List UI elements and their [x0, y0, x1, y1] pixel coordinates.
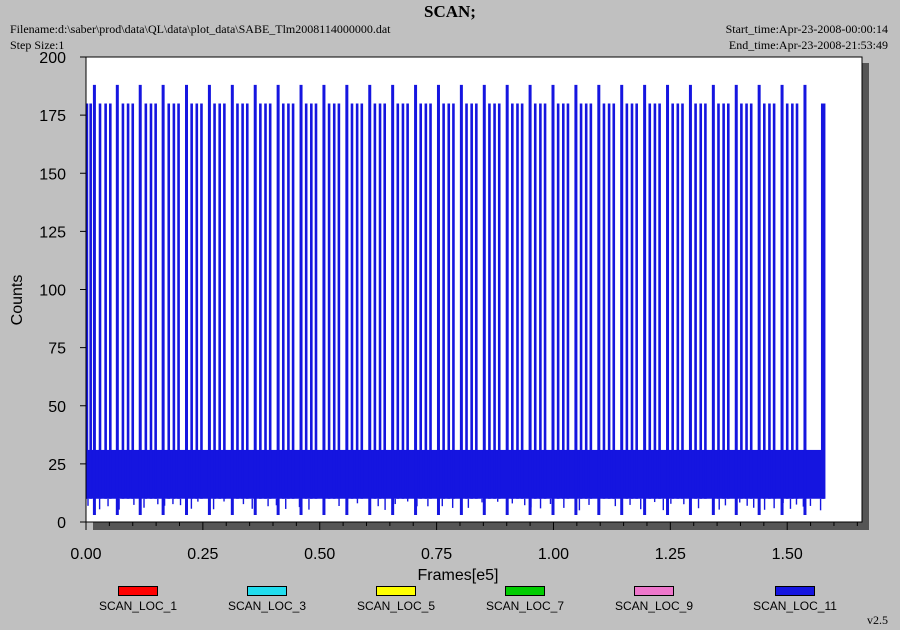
y-tick-label: 100 [39, 283, 66, 300]
axis-layer: 0 25 50 75 100 125 150 175 200 0.00 0.25 0.50 0.75 1.… [39, 50, 862, 563]
filename-label: Filename:d:\saber\prod\data\QL\data\plot… [10, 22, 391, 36]
version-label: v2.5 [867, 613, 888, 627]
x-tick-label: 1.50 [772, 546, 803, 563]
y-tick-label: 125 [39, 224, 66, 241]
x-tick-label: 0.50 [304, 546, 335, 563]
y-tick-label: 175 [39, 108, 66, 125]
legend-swatch [376, 586, 416, 596]
x-tick-label: 0.00 [70, 546, 101, 563]
legend-label: SCAN_LOC_9 [614, 599, 694, 613]
x-tick-label: 1.25 [655, 546, 686, 563]
chart-title: SCAN; [424, 2, 476, 21]
step-size-label: Step Size:1 [10, 38, 65, 52]
x-tick-label: 0.75 [421, 546, 452, 563]
y-tick-label: 50 [48, 399, 66, 416]
legend-label: SCAN_LOC_7 [485, 599, 565, 613]
legend-item: SCAN_LOC_5 [331, 586, 461, 613]
x-tick-label: 1.00 [538, 546, 569, 563]
legend-swatch [247, 586, 287, 596]
y-tick-label: 150 [39, 166, 66, 183]
start-time-label: Start_time:Apr-23-2008-00:00:14 [725, 22, 888, 36]
x-tick-label: 0.25 [187, 546, 218, 563]
y-tick-label: 200 [39, 50, 66, 67]
legend-swatch [775, 586, 815, 596]
y-axis-label: Counts [9, 275, 26, 326]
legend-label: SCAN_LOC_11 [753, 599, 837, 613]
legend-item: SCAN_LOC_11 [730, 586, 860, 613]
legend-swatch [505, 586, 545, 596]
y-tick-label: 0 [57, 515, 66, 532]
legend-item: SCAN_LOC_7 [460, 586, 590, 613]
legend-swatch [634, 586, 674, 596]
legend-label: SCAN_LOC_5 [356, 599, 436, 613]
legend-label: SCAN_LOC_3 [227, 599, 307, 613]
end-time-label: End_time:Apr-23-2008-21:53:49 [728, 38, 888, 52]
x-axis-label: Frames[e5] [418, 567, 499, 584]
y-tick-label: 25 [48, 457, 66, 474]
series-layer [85, 84, 826, 516]
legend-swatch [118, 586, 158, 596]
legend-item: SCAN_LOC_9 [589, 586, 719, 613]
legend-item: SCAN_LOC_1 [73, 586, 203, 613]
y-tick-label: 75 [48, 341, 66, 358]
legend-item: SCAN_LOC_3 [202, 586, 332, 613]
legend-label: SCAN_LOC_1 [98, 599, 178, 613]
